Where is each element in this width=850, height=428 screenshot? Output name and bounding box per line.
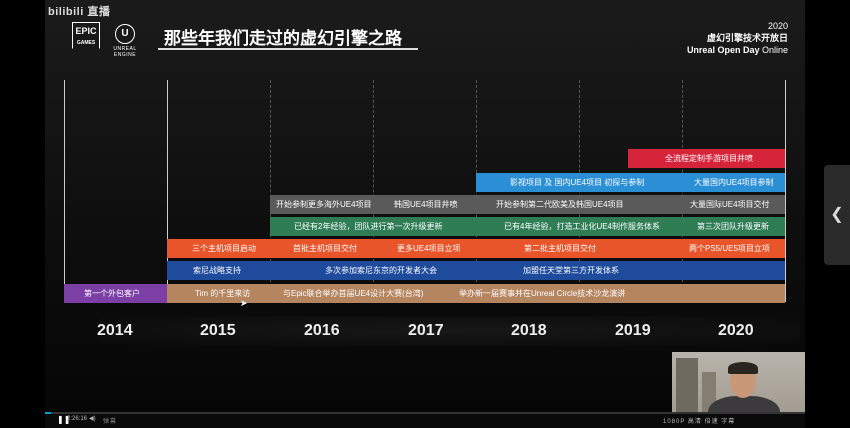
timeline-divider — [270, 80, 271, 302]
mouse-cursor-icon: ➤ — [240, 298, 248, 308]
year-label: 2015 — [200, 322, 236, 339]
year-label: 2019 — [615, 322, 651, 339]
timeline-bar-gray: 开始参制更多海外UE4项目 韩国UE4项目井喷 开始参制第二代欧美及韩国UE4项… — [270, 195, 785, 214]
time-display: 2:26:16 — [67, 416, 88, 422]
video-control-bar: ❚❚ 2:26:16 ◀) 弹幕 1080P 高清 倍速 字幕 — [45, 412, 805, 428]
year-label: 2020 — [718, 322, 754, 339]
epic-games-logo: EPIC GAMES — [72, 22, 100, 54]
title-underline — [158, 48, 418, 50]
timeline-bar-green: 已经有2年经验，团队进行第一次升级更新 已有4年经验，打造工业化UE4制作服务体… — [270, 217, 785, 236]
slide-title: 那些年我们走过的虚幻引擎之路 — [164, 29, 402, 48]
unreal-engine-logo: U UNREAL ENGINE — [110, 24, 140, 58]
timeline-divider — [64, 80, 65, 302]
progress-bar[interactable] — [45, 412, 805, 414]
event-name: 虚幻引擎技术开放日 — [706, 33, 788, 43]
player-options[interactable]: 1080P 高清 倍速 字幕 — [663, 419, 736, 425]
year-label: 2018 — [511, 322, 547, 339]
timeline-bar-blue: 索尼战略支持 多次参加索尼东京的开发者大会 加盟任天堂第三方开发体系 — [167, 261, 785, 280]
year-label: 2017 — [408, 322, 444, 339]
timeline-bar-lightblue: 影视项目 及 国内UE4项目 初探与参制 大量国内UE4项目参制 — [476, 173, 785, 192]
timeline-divider — [167, 80, 168, 302]
pause-icon[interactable]: ❚❚ — [57, 415, 71, 424]
danmu-toggle[interactable]: 弹幕 — [103, 419, 118, 425]
year-glow — [100, 316, 800, 346]
bilibili-watermark: bilibili 直播 — [48, 6, 111, 18]
timeline-divider — [785, 80, 786, 302]
timeline-bar-purple: 第一个外包客户 — [64, 284, 167, 303]
year-label: 2016 — [304, 322, 340, 339]
event-year: 2020 — [767, 21, 788, 31]
timeline-bar-red: 全流程定制手游项目井喷 — [628, 149, 785, 168]
timeline-bar-orange: 三个主机项目启动 首批主机项目交付 更多UE4项目立项 第二批主机项目交付 两个… — [167, 239, 785, 258]
event-info: 2020 虚幻引擎技术开放日 Unreal Open Day Online — [686, 21, 788, 55]
chevron-left-icon[interactable]: ❮ — [824, 165, 850, 265]
year-label: 2014 — [97, 322, 133, 339]
volume-icon[interactable]: ◀) — [89, 416, 96, 422]
timeline-divider — [373, 80, 374, 302]
timeline-bar-tan: Tim 的千里来访 与Epic联合举办首届UE4设计大赛(台湾) 举办新一届赛事… — [167, 284, 785, 303]
